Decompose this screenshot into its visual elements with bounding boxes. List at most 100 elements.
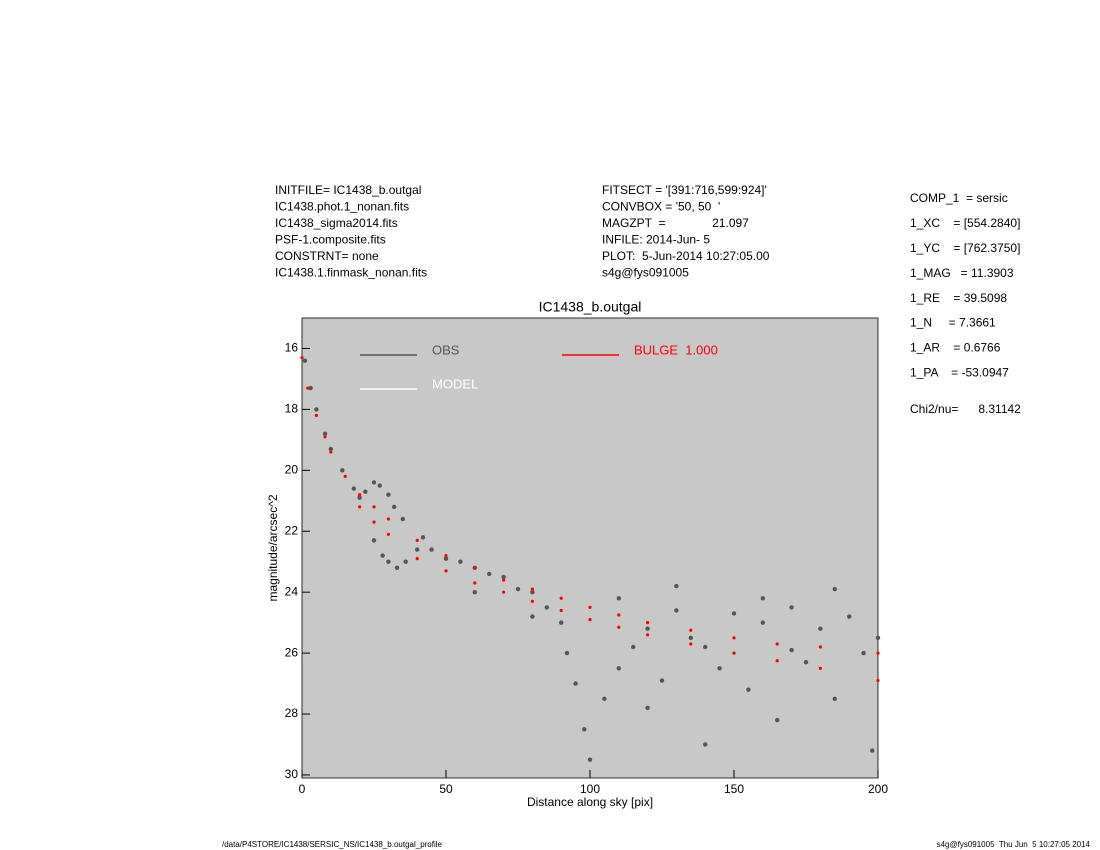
data-point bbox=[314, 413, 318, 418]
data-point bbox=[832, 586, 837, 592]
data-point bbox=[760, 620, 765, 625]
data-point bbox=[789, 605, 794, 610]
data-point bbox=[602, 696, 607, 701]
header-left-line: CONSTRNT= none bbox=[275, 249, 379, 263]
x-tick-label: 50 bbox=[439, 782, 453, 796]
data-point bbox=[564, 650, 570, 656]
y-axis-label: magnitude/arcsec^2 bbox=[266, 494, 280, 601]
data-point bbox=[502, 578, 506, 582]
data-point bbox=[487, 571, 492, 577]
data-point bbox=[645, 705, 650, 711]
header-middle-line: MAGZPT = 21.097 bbox=[602, 216, 749, 230]
fit-parameter: 1_MAG = 11.3903 bbox=[910, 266, 1014, 280]
data-point bbox=[861, 650, 866, 656]
data-point bbox=[689, 642, 693, 646]
legend-label: BULGE 1.000 bbox=[634, 342, 718, 357]
fit-parameter: 1_XC = [554.2840] bbox=[910, 216, 1020, 230]
y-tick-label: 26 bbox=[285, 645, 299, 659]
data-point bbox=[588, 617, 592, 622]
data-point bbox=[559, 596, 563, 600]
data-point bbox=[876, 678, 880, 683]
data-point bbox=[616, 596, 621, 601]
x-axis-label: Distance along sky [pix] bbox=[527, 795, 653, 809]
x-tick-label: 0 bbox=[299, 782, 306, 796]
header-left-line: PSF-1.composite.fits bbox=[275, 233, 386, 247]
data-point bbox=[458, 559, 463, 564]
data-point bbox=[357, 495, 362, 500]
data-point bbox=[386, 517, 390, 521]
data-point bbox=[703, 742, 708, 747]
data-point bbox=[775, 717, 780, 723]
data-point bbox=[573, 681, 578, 686]
fit-parameter: 1_N = 7.3661 bbox=[910, 316, 996, 330]
data-point bbox=[659, 678, 665, 683]
data-point bbox=[674, 608, 679, 613]
x-tick-label: 100 bbox=[580, 782, 600, 796]
data-point bbox=[746, 687, 751, 692]
data-point bbox=[444, 554, 448, 558]
data-point bbox=[314, 407, 319, 412]
data-point bbox=[306, 386, 310, 390]
header-left-line: INITFILE= IC1438_b.outgal bbox=[275, 183, 421, 197]
data-point bbox=[530, 589, 535, 595]
data-point bbox=[646, 621, 650, 625]
data-point bbox=[717, 666, 722, 671]
footer-left: /data/P4STORE/IC1438/SERSIC_NS/IC1438_b.… bbox=[222, 840, 443, 849]
data-point bbox=[870, 748, 875, 753]
data-point bbox=[760, 596, 765, 601]
header-middle-line: INFILE: 2014-Jun- 5 bbox=[602, 233, 710, 247]
data-point bbox=[380, 553, 385, 558]
data-point bbox=[358, 505, 362, 509]
header-middle-line: CONVBOX = '50, 50 ' bbox=[602, 200, 720, 214]
data-point bbox=[300, 356, 304, 360]
data-point bbox=[631, 644, 636, 650]
data-point bbox=[472, 589, 477, 595]
data-point bbox=[544, 605, 549, 610]
data-point bbox=[372, 505, 376, 509]
data-point bbox=[818, 666, 823, 670]
data-point bbox=[302, 358, 308, 363]
data-point bbox=[340, 468, 345, 473]
x-tick-label: 150 bbox=[724, 782, 744, 796]
legend-label: OBS bbox=[432, 342, 460, 357]
fit-parameter: 1_RE = 39.5098 bbox=[910, 291, 1007, 305]
data-point bbox=[616, 666, 621, 671]
data-point bbox=[444, 569, 448, 573]
y-tick-label: 18 bbox=[285, 402, 299, 416]
data-point bbox=[832, 696, 837, 701]
data-point bbox=[371, 480, 377, 485]
data-point bbox=[587, 757, 593, 762]
data-point bbox=[530, 599, 535, 603]
y-tick-label: 20 bbox=[285, 462, 299, 476]
data-point bbox=[473, 581, 477, 585]
data-point bbox=[443, 556, 449, 561]
data-point bbox=[732, 651, 736, 655]
data-point bbox=[322, 431, 328, 436]
data-point bbox=[559, 620, 564, 625]
fit-parameter: 1_AR = 0.6766 bbox=[910, 341, 1001, 355]
data-point bbox=[818, 626, 823, 631]
header-left-line: IC1438.phot.1_nonan.fits bbox=[275, 200, 409, 214]
data-point bbox=[363, 489, 368, 494]
data-point bbox=[617, 613, 621, 617]
data-point bbox=[530, 587, 535, 591]
data-point bbox=[386, 559, 391, 564]
data-point bbox=[646, 633, 650, 637]
data-point bbox=[501, 574, 506, 580]
data-point bbox=[323, 435, 327, 439]
data-point bbox=[515, 586, 521, 592]
header-middle-line: FITSECT = '[391:716,599:924]' bbox=[602, 183, 767, 197]
data-point bbox=[329, 450, 333, 454]
data-point bbox=[775, 659, 779, 663]
y-tick-label: 30 bbox=[285, 767, 299, 781]
data-point bbox=[645, 626, 650, 631]
data-point bbox=[473, 566, 477, 570]
data-point bbox=[415, 547, 420, 552]
y-tick-label: 16 bbox=[285, 341, 299, 355]
data-point bbox=[731, 611, 737, 616]
data-point bbox=[559, 608, 563, 613]
fit-parameter: COMP_1 = sersic bbox=[910, 191, 1008, 205]
data-point bbox=[689, 628, 693, 632]
data-point bbox=[502, 590, 506, 594]
data-point bbox=[372, 520, 376, 524]
